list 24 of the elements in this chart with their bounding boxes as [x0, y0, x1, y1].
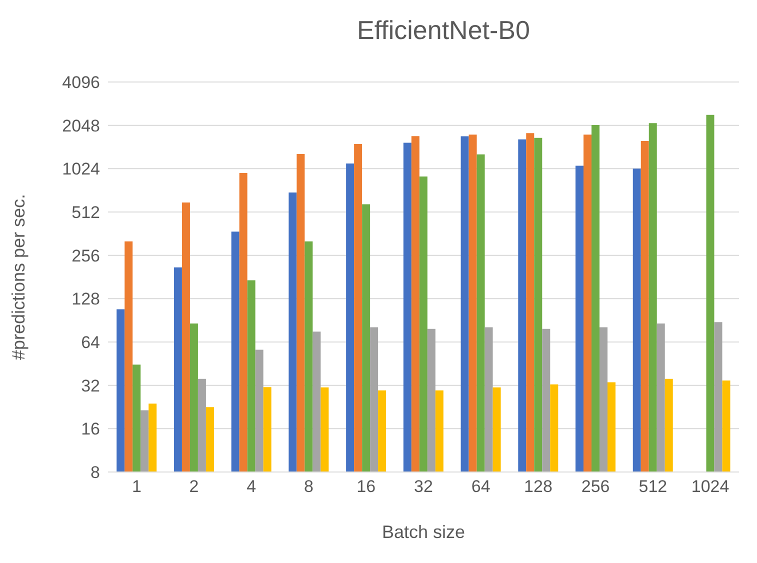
y-tick-label: 64 — [81, 333, 100, 352]
x-tick-label: 1024 — [691, 477, 730, 496]
x-tick-label: 8 — [304, 477, 314, 496]
y-tick-label: 128 — [72, 290, 100, 309]
x-tick-label: 64 — [471, 477, 490, 496]
x-tick-label: 16 — [356, 477, 376, 496]
x-tick-label: 2 — [189, 477, 199, 496]
y-tick-label: 16 — [81, 420, 100, 439]
x-tick-label: 512 — [638, 477, 668, 496]
y-tick-label: 32 — [81, 376, 100, 396]
x-tick-label: 256 — [581, 477, 610, 496]
x-tick-label: 4 — [246, 477, 256, 496]
chart-title: EfficientNet-B0 — [356, 14, 531, 47]
y-tick-label: 8 — [90, 463, 100, 482]
y-tick-label: 1024 — [62, 160, 100, 179]
y-tick-label: 4096 — [62, 73, 100, 92]
x-tick-label: 128 — [524, 477, 552, 496]
y-axis-title: #predictions per sec. — [8, 194, 28, 360]
x-axis-title: Batch size — [382, 522, 466, 542]
x-tick-label: 1 — [132, 477, 142, 496]
y-tick-label: 512 — [72, 203, 100, 222]
x-tick-label: 32 — [414, 477, 433, 496]
y-tick-label: 2048 — [62, 116, 100, 136]
y-tick-label: 256 — [72, 246, 100, 266]
